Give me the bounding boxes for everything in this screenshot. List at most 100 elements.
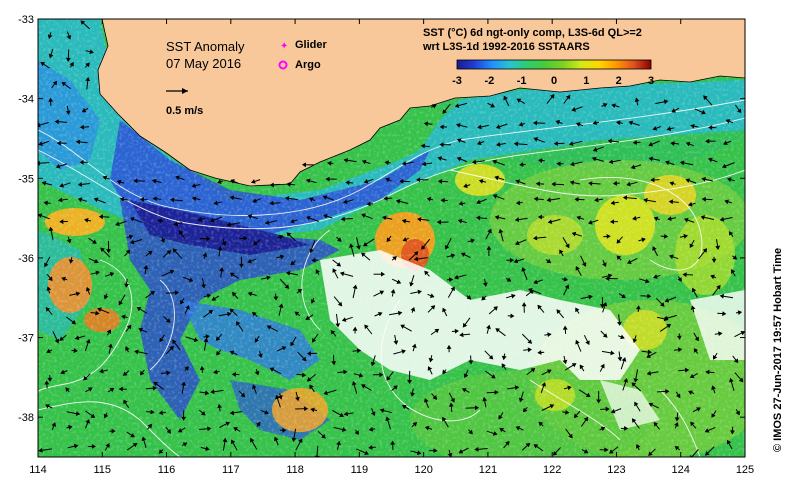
current-vector-head	[269, 367, 275, 372]
current-vector-head	[634, 97, 640, 102]
current-vector-head	[551, 181, 556, 187]
current-vector-head	[521, 267, 527, 272]
current-vector-head	[585, 340, 590, 346]
current-vector-head	[315, 269, 320, 274]
current-vector-head	[54, 338, 60, 344]
current-vector-head	[440, 197, 445, 203]
current-vector-head	[471, 159, 477, 165]
current-vector-head	[663, 99, 669, 105]
current-vector-head	[553, 141, 558, 146]
current-vector-head	[178, 230, 184, 235]
current-vector-head	[426, 196, 432, 202]
current-vector-head	[392, 256, 397, 261]
current-vector-head	[59, 219, 64, 225]
current-vector-head	[282, 427, 287, 433]
current-vector-head	[202, 252, 208, 258]
x-tick-label: 114	[29, 464, 47, 476]
current-vector-head	[310, 407, 315, 413]
current-vector-head	[290, 341, 295, 347]
current-vector-head	[569, 180, 575, 186]
current-vector-head	[547, 219, 553, 225]
current-vector-head	[119, 196, 125, 202]
current-vector-head	[424, 398, 429, 403]
current-vector-head	[612, 180, 618, 186]
current-vector-head	[565, 409, 570, 415]
current-vector-head	[352, 326, 358, 331]
current-vector-head	[65, 57, 71, 62]
current-vector-head	[737, 310, 743, 315]
current-vector-head	[607, 138, 613, 144]
current-vector-head	[390, 440, 396, 445]
current-vector-head	[610, 200, 615, 206]
current-vector-head	[147, 250, 153, 256]
current-vector-head	[332, 268, 337, 273]
current-vector-head	[549, 404, 555, 409]
current-vector-head	[570, 161, 575, 167]
current-vector-head	[689, 243, 694, 249]
current-vector-head	[493, 306, 498, 311]
current-vector-head	[568, 141, 574, 146]
current-vector-head	[125, 249, 131, 255]
colorbar	[456, 59, 652, 70]
current-vector-head	[466, 294, 472, 300]
current-vector-head	[323, 213, 328, 219]
current-vector-head	[468, 360, 474, 365]
current-vector-head	[47, 377, 53, 382]
current-vector-head	[567, 385, 572, 391]
current-vector-head	[390, 288, 396, 294]
current-vector-head	[71, 319, 77, 325]
current-vector-head	[217, 179, 222, 184]
current-vector-head	[191, 183, 196, 188]
current-vector-head	[621, 293, 626, 299]
x-tick-label: 120	[414, 464, 432, 476]
current-vector-head	[396, 279, 402, 284]
current-vector-head	[705, 369, 710, 375]
current-vector-head	[424, 270, 429, 276]
current-vector-head	[217, 246, 223, 251]
current-vector-head	[498, 414, 503, 420]
current-vector-head	[301, 162, 307, 168]
current-vector-head	[336, 440, 341, 446]
current-vector-head	[284, 284, 290, 289]
current-vector-head	[461, 388, 467, 393]
current-vector-head	[641, 237, 646, 243]
current-vector-head	[229, 272, 235, 277]
current-vector-head	[421, 245, 426, 250]
current-vector-head	[552, 451, 558, 456]
current-vector-head	[61, 81, 67, 87]
current-vector-head	[121, 314, 126, 320]
current-vector-head	[199, 365, 205, 371]
current-vector-head	[294, 311, 300, 316]
current-vector-head	[150, 291, 155, 296]
current-vector-head	[617, 356, 623, 362]
current-vector-head	[546, 197, 551, 203]
current-vector-head	[605, 406, 610, 412]
current-vector-head	[670, 141, 675, 146]
current-vector-head	[628, 120, 634, 126]
current-vector-head	[336, 262, 342, 267]
current-vector-head	[80, 20, 86, 25]
current-vector-head	[576, 215, 581, 221]
current-vector-head	[610, 350, 615, 356]
current-vector-head	[269, 200, 274, 206]
current-vector-head	[90, 413, 96, 418]
current-vector-head	[382, 215, 387, 221]
current-vector-head	[102, 175, 108, 181]
current-vector-head	[321, 434, 326, 439]
current-vector-head	[291, 437, 297, 443]
current-vector-head	[306, 215, 311, 221]
current-vector-head	[361, 252, 366, 257]
current-vector-head	[225, 421, 231, 426]
current-vector-head	[674, 445, 680, 451]
current-vector-head	[331, 361, 337, 366]
current-vector-head	[297, 288, 303, 294]
current-vector-head	[690, 305, 696, 310]
current-vector-head	[694, 336, 699, 342]
current-vector-head	[118, 386, 123, 392]
current-vector-head	[648, 156, 653, 162]
x-tick-label: 116	[158, 464, 176, 476]
current-vector-head	[594, 197, 599, 203]
current-vector-head	[132, 442, 138, 448]
current-vector-head	[623, 378, 628, 383]
current-vector-head	[511, 293, 516, 299]
